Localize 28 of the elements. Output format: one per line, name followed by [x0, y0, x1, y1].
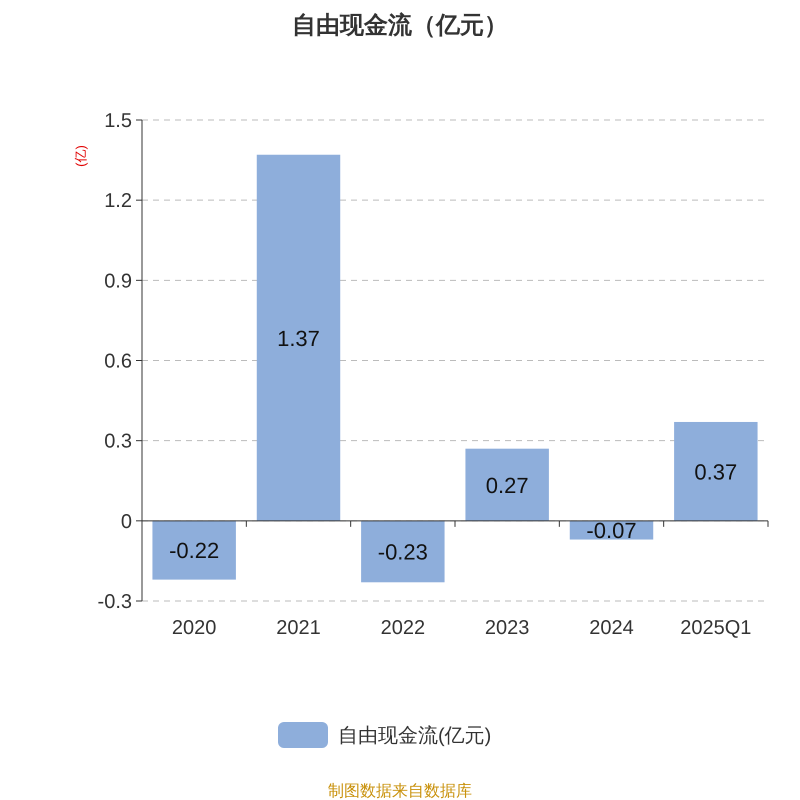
y-tick-label: 0.6: [104, 350, 132, 372]
y-tick-label: -0.3: [98, 591, 132, 613]
text: 制图数据来自数据库: [328, 782, 472, 800]
y-tick-label: 0.9: [104, 270, 132, 292]
y-tick-label: 1.2: [104, 190, 132, 212]
data-label: 0.27: [486, 472, 529, 498]
data-label: -0.23: [378, 540, 428, 565]
x-tick-label: 2024: [589, 617, 634, 639]
data-label: -0.22: [169, 538, 220, 564]
bar: [674, 422, 758, 521]
x-tick-label: 2023: [484, 617, 530, 639]
y-axis-title: (亿): [73, 145, 88, 167]
bar: [361, 520, 445, 582]
legend-label: 自由现金流(亿元): [338, 725, 492, 747]
data-label: 0.37: [694, 459, 738, 484]
y-tick-label: 1.5: [104, 110, 132, 132]
data-label: 1.37: [277, 326, 320, 351]
y-tick-label: 0.3: [104, 430, 132, 453]
data-label: -0.07: [586, 518, 637, 544]
y-tick-label: 0: [120, 510, 132, 533]
x-tick-label: 2022: [380, 617, 426, 639]
x-tick-label: 2025Q1: [680, 617, 752, 639]
chart-title: 自由现金流（亿元）: [292, 12, 508, 39]
bar: [256, 154, 340, 521]
x-tick-label: 2021: [276, 617, 321, 639]
bar: [152, 520, 236, 580]
x-tick-label: 2020: [172, 617, 216, 639]
bar: [465, 448, 549, 521]
